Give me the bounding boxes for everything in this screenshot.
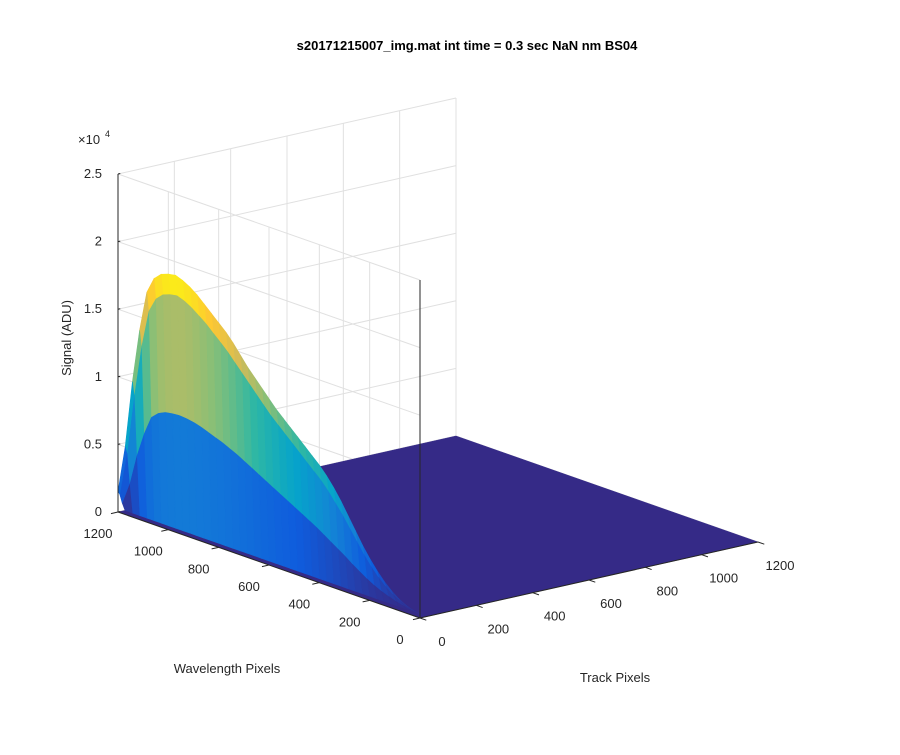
x-tick-mark <box>588 579 596 583</box>
y-tick-mark <box>110 511 119 515</box>
y-tick-label: 800 <box>188 561 210 576</box>
y-tick-mark <box>211 546 219 550</box>
x-tick-label: 600 <box>600 596 622 611</box>
x-tick-label: 0 <box>438 634 445 649</box>
x-tick-label: 800 <box>656 583 678 598</box>
z-tick-label: 1 <box>95 369 102 384</box>
z-tick-mark <box>117 240 121 243</box>
y-tick-mark <box>161 529 169 532</box>
y-tick-label: 1200 <box>84 526 113 541</box>
surface-facet <box>117 446 128 495</box>
z-tick-label: 0 <box>95 504 102 519</box>
z-tick-label: 2.5 <box>84 166 102 181</box>
grid-line <box>117 241 421 349</box>
y-tick-label: 1000 <box>134 544 163 559</box>
x-tick-label: 400 <box>544 609 566 624</box>
grid-line <box>117 165 457 243</box>
z-tick-label: 1.5 <box>84 301 102 316</box>
y-tick-label: 200 <box>339 614 361 629</box>
z-exponent-power: 4 <box>105 129 110 139</box>
z-tick-mark <box>117 173 121 175</box>
z-tick-mark <box>117 443 121 445</box>
grid-line <box>117 173 421 281</box>
x-tick-label: 200 <box>487 621 509 636</box>
z-exponent: ×10 4 <box>78 129 110 147</box>
z-tick-mark <box>117 511 121 513</box>
z-tick-mark <box>117 375 121 378</box>
x-tick-mark <box>419 617 427 621</box>
y-tick-mark <box>312 582 320 585</box>
z-tick-label: 2 <box>95 234 102 249</box>
y-tick-label: 0 <box>396 632 403 647</box>
x-axis-label: Track Pixels <box>580 670 651 685</box>
y-tick-mark <box>412 617 421 621</box>
x-tick-label: 1000 <box>709 571 738 586</box>
y-tick-label: 400 <box>288 597 310 612</box>
x-tick-mark <box>701 554 709 558</box>
surface <box>117 273 759 619</box>
z-axis-label: Signal (ADU) <box>59 300 74 376</box>
y-axis-label: Wavelength Pixels <box>174 661 281 676</box>
tick-labels: 0200400600800100012000200400600800100012… <box>84 166 795 649</box>
x-tick-mark <box>476 604 483 609</box>
x-tick-mark <box>532 592 540 596</box>
x-tick-mark <box>757 541 765 545</box>
y-tick-mark <box>261 564 270 568</box>
z-exponent-base: ×10 <box>78 132 100 147</box>
y-tick-mark <box>362 599 370 603</box>
x-tick-label: 1200 <box>766 558 795 573</box>
z-tick-mark <box>117 308 121 310</box>
x-tick-mark <box>645 566 652 571</box>
z-tick-label: 0.5 <box>84 436 102 451</box>
y-tick-label: 600 <box>238 579 260 594</box>
chart-title: s20171215007_img.mat int time = 0.3 sec … <box>297 38 638 53</box>
grid-line <box>117 97 457 175</box>
